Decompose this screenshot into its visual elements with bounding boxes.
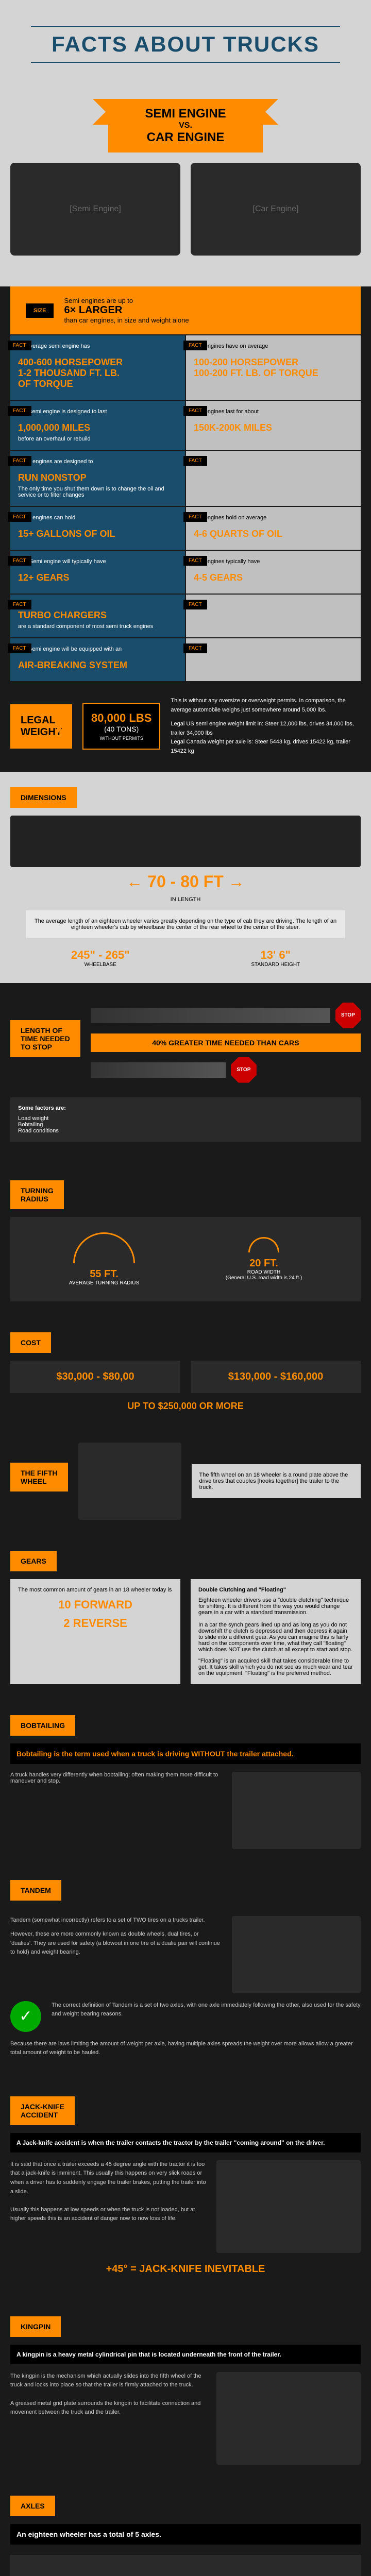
length-arrow: ← 70 - 80 FT → xyxy=(10,872,361,891)
ribbon-line2: CAR ENGINE xyxy=(119,130,252,145)
comparison-rows: FACTAn average semi engine has400-600 HO… xyxy=(0,335,371,681)
factor-item: Road conditions xyxy=(18,1128,353,1134)
tandem-text4: Because there are laws limiting the amou… xyxy=(10,2040,361,2058)
legal-label: LEGAL WEIGHT xyxy=(10,704,72,749)
main-title: FACTS ABOUT TRUCKS xyxy=(10,32,361,57)
fifth-wheel-section: THE FIFTH WHEEL The fifth wheel on an 18… xyxy=(0,1427,371,1535)
stop-bars: STOP 40% GREATER TIME NEEDED THAN CARS S… xyxy=(91,998,361,1087)
semi-fact: FACTThe Semi engine will typically have1… xyxy=(10,551,185,594)
stop-sign-icon: STOP xyxy=(335,1003,361,1028)
ribbon-banner: SEMI ENGINE VS. CAR ENGINE xyxy=(108,99,263,152)
semi-engine-image: [Semi Engine] xyxy=(10,163,180,256)
cost-note: UP TO $250,000 OR MORE xyxy=(10,1401,361,1412)
bobtailing-section: BOBTAILING Bobtailing is the term used w… xyxy=(0,1700,371,1865)
kingpin-section: KINGPIN A kingpin is a heavy metal cylin… xyxy=(0,2301,371,2480)
semi-fact: FACTSemi engines are designed toRUN NONS… xyxy=(10,451,185,506)
dimensions-section: DIMENSIONS ← 70 - 80 FT → IN LENGTH The … xyxy=(0,772,371,983)
size-text: Semi engines are up to 6× LARGER than ca… xyxy=(64,297,345,324)
kingpin-label: KINGPIN xyxy=(10,2316,61,2337)
header: FACTS ABOUT TRUCKS xyxy=(0,0,371,99)
bobtailing-header: Bobtailing is the term used when a truck… xyxy=(10,1743,361,1764)
kingpin-image xyxy=(216,2372,361,2465)
tandem-section: TANDEM Tandem (somewhat incorrectly) ref… xyxy=(0,1865,371,2081)
car-turn-arc: 20 FT. ROAD WIDTH (General U.S. road wid… xyxy=(226,1237,302,1281)
turning-label: TURNING RADIUS xyxy=(10,1180,64,1209)
tandem-image xyxy=(232,1916,361,1993)
jackknife-header: A Jack-knife accident is when the traile… xyxy=(10,2133,361,2153)
car-fact: FACT xyxy=(186,451,361,506)
gears-section: GEARS The most common amount of gears in… xyxy=(0,1535,371,1700)
semi-fact: FACTThe semi engine will be equipped wit… xyxy=(10,638,185,681)
truck-silhouette xyxy=(10,816,361,867)
tandem-text1: Tandem (somewhat incorrectly) refers to … xyxy=(10,1916,222,1993)
turning-diagram: 55 FT. AVERAGE TURNING RADIUS 20 FT. ROA… xyxy=(10,1217,361,1301)
size-tag: SIZE xyxy=(26,303,54,318)
ribbon-section: SEMI ENGINE VS. CAR ENGINE [Semi Engine]… xyxy=(0,99,371,286)
size-highlight: 6× LARGER xyxy=(64,304,345,316)
bobtailing-label: BOBTAILING xyxy=(10,1715,75,1736)
legal-weight-section: LEGAL WEIGHT 80,000 LBS (40 TONS) WITHOU… xyxy=(0,681,371,772)
kingpin-header: A kingpin is a heavy metal cylindrical p… xyxy=(10,2345,361,2364)
stop-sign-icon: STOP xyxy=(231,1057,257,1083)
height-stat: 13' 6" STANDARD HEIGHT xyxy=(251,948,300,968)
legal-text: This is without any oversize or overweig… xyxy=(171,697,361,756)
jackknife-image xyxy=(216,2160,361,2253)
ribbon-vs: VS. xyxy=(119,121,252,130)
fifth-text: The fifth wheel on an 18 wheeler is a ro… xyxy=(192,1464,361,1498)
fifth-wheel-image xyxy=(78,1443,181,1520)
car-fact: FACT xyxy=(186,638,361,681)
ribbon-line1: SEMI ENGINE xyxy=(119,107,252,121)
car-fact: FACTCar engines last for about150K-200K … xyxy=(186,401,361,450)
gears-common: The most common amount of gears in an 18… xyxy=(10,1579,180,1684)
stop-factors: Some factors are: Load weightBobtailingR… xyxy=(10,1097,361,1142)
stop-label: LENGTH OF TIME NEEDED TO STOP xyxy=(10,1020,80,1057)
jackknife-label: JACK-KNIFE ACCIDENT xyxy=(10,2096,75,2125)
tandem-label: TANDEM xyxy=(10,1880,61,1901)
weight-permit: WITHOUT PERMITS xyxy=(91,736,151,741)
stop-pct: 40% GREATER TIME NEEDED THAN CARS xyxy=(91,1033,361,1052)
angle-note: +45° = JACK-KNIFE INEVITABLE xyxy=(10,2263,361,2275)
car-fact: FACTCar engines typically have4-5 GEARS xyxy=(186,551,361,594)
truck-turn-arc: 55 FT. AVERAGE TURNING RADIUS xyxy=(69,1232,139,1286)
semi-fact: FACTThe semi engine is designed to last1… xyxy=(10,401,185,450)
semi-fact: FACTSemi engines can hold15+ GALLONS OF … xyxy=(10,507,185,550)
weight-sub: (40 TONS) xyxy=(91,725,151,733)
factor-item: Load weight xyxy=(18,1115,353,1122)
axles-section: AXLES An eighteen wheeler has a total of… xyxy=(0,2480,371,2576)
gears-clutching: Double Clutching and "Floating" Eighteen… xyxy=(191,1579,361,1684)
trailer-cost: $130,000 - $160,000 xyxy=(191,1361,361,1393)
stop-section: LENGTH OF TIME NEEDED TO STOP STOP 40% G… xyxy=(0,983,371,1165)
kingpin-text: The kingpin is the mechanism which actua… xyxy=(10,2372,206,2465)
bobtailing-text: A truck handles very differently when bo… xyxy=(10,1772,222,1849)
tandem-text3: The correct definition of Tandem is a se… xyxy=(52,2001,361,2032)
cab-cost: $30,000 - $80,00 xyxy=(10,1361,180,1393)
fifth-label: THE FIFTH WHEEL xyxy=(10,1463,68,1492)
axles-label: AXLES xyxy=(10,2496,55,2516)
axles-header: An eighteen wheeler has a total of 5 axl… xyxy=(10,2524,361,2545)
dimension-stats: 245" - 265" WHEELBASE 13' 6" STANDARD HE… xyxy=(10,948,361,968)
car-fact: FACTCar engines have on average100-200 H… xyxy=(186,335,361,400)
weight-value: 80,000 LBS xyxy=(91,711,151,725)
engine-images: [Semi Engine] [Car Engine] xyxy=(0,152,371,266)
car-engine-image: [Car Engine] xyxy=(191,163,361,256)
semi-fact: FACTTURBO CHARGERSare a standard compone… xyxy=(10,595,185,637)
gears-label: GEARS xyxy=(10,1551,57,1571)
jackknife-text: It is said that once a trailer exceeds a… xyxy=(10,2160,206,2253)
bobtailing-image xyxy=(232,1772,361,1849)
factor-item: Bobtailing xyxy=(18,1122,353,1128)
jackknife-section: JACK-KNIFE ACCIDENT A Jack-knife acciden… xyxy=(0,2081,371,2301)
cost-label: COST xyxy=(10,1332,51,1353)
cost-section: COST $30,000 - $80,00 $130,000 - $160,00… xyxy=(0,1317,371,1427)
car-fact: FACT xyxy=(186,595,361,637)
semi-fact: FACTAn average semi engine has400-600 HO… xyxy=(10,335,185,400)
axles-diagram: ↑ ↑ ↑ ↑ ↑ xyxy=(10,2555,361,2576)
car-fact: FACTCar engines hold on average4-6 QUART… xyxy=(186,507,361,550)
size-section: SIZE Semi engines are up to 6× LARGER th… xyxy=(10,286,361,334)
wheelbase-stat: 245" - 265" WHEELBASE xyxy=(71,948,130,968)
weight-box: 80,000 LBS (40 TONS) WITHOUT PERMITS xyxy=(82,703,160,750)
dimensions-text: The average length of an eighteen wheele… xyxy=(26,910,345,938)
check-icon: ✓ xyxy=(10,2001,41,2032)
dimensions-label: DIMENSIONS xyxy=(10,787,77,808)
turning-section: TURNING RADIUS 55 FT. AVERAGE TURNING RA… xyxy=(0,1165,371,1317)
